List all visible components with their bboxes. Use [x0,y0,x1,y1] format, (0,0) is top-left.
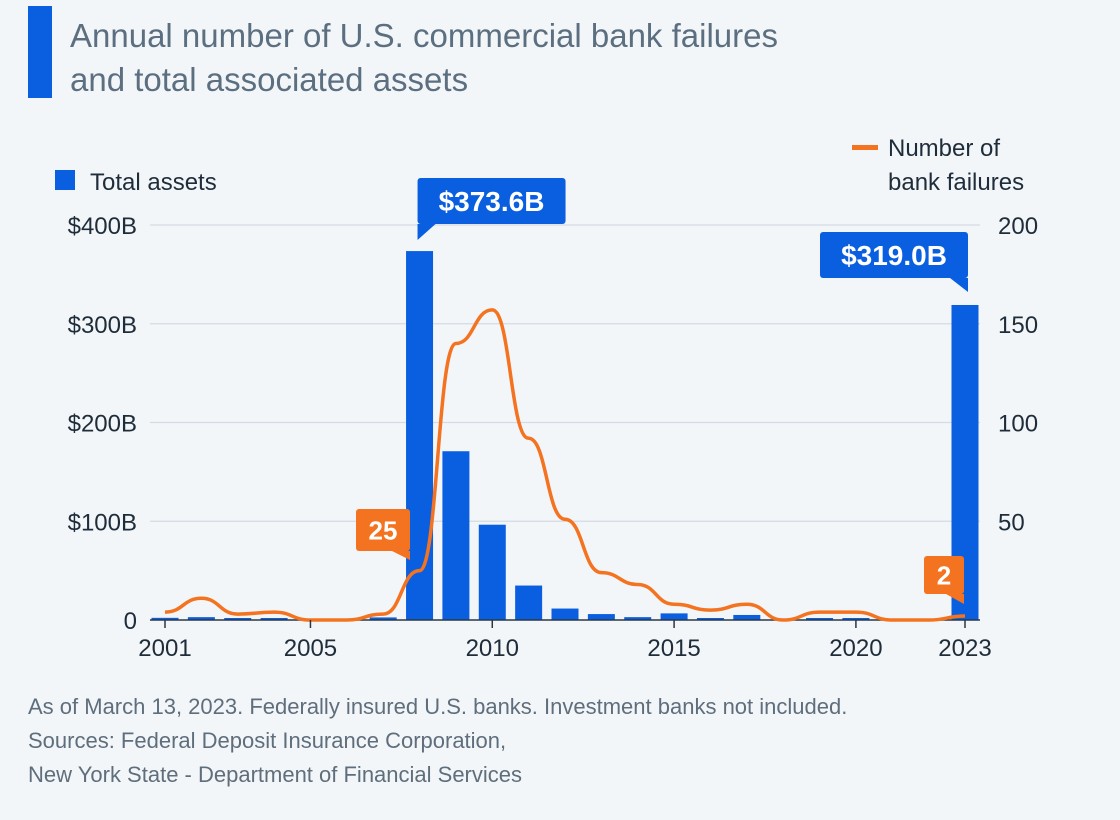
bar-total-assets [624,617,652,620]
bar-total-assets [151,617,179,620]
bar-total-assets [187,617,215,620]
right-axis-tick-label: 50 [998,509,1025,536]
footer-note: As of March 13, 2023. Federally insured … [28,694,848,719]
footer-source-2: New York State - Department of Financial… [28,762,523,787]
callout-failures-2008-pointer [392,551,410,560]
left-axis-tick-label: $300B [68,312,137,339]
bar-total-assets [406,251,434,620]
bar-total-assets [224,618,252,620]
right-axis-tick-label: 150 [998,312,1038,339]
left-axis-tick-label: $100B [68,509,137,536]
x-axis-tick-label: 2010 [466,635,519,662]
title-accent-bar [28,6,52,98]
bar-total-assets [515,585,543,620]
bar-total-assets [842,618,870,620]
callout-failures-2008-box [356,509,410,551]
callout-failures-2023-pointer [946,594,964,604]
bar-total-assets [369,617,397,620]
callout-assets-2008-pointer [417,224,436,240]
left-axis-tick-label: 0 [124,608,137,635]
legend-bank-failures-label: Number of [888,135,1000,162]
chart-footer: As of March 13, 2023. Federally insured … [28,690,1108,792]
callout-failures-2008-label: 25 [369,515,398,545]
callout-assets-2008-label: $373.6B [439,186,545,217]
bar-total-assets [551,608,579,620]
x-axis-tick-label: 2001 [138,635,191,662]
callout-failures-2023-box [924,556,964,594]
bar-total-assets [696,618,724,620]
callout-failures-2023-label: 2 [937,560,951,590]
callout-assets-2023-label: $319.0B [841,240,947,271]
bar-total-assets [478,524,506,620]
bar-total-assets [660,613,688,620]
right-axis-tick-label: 200 [998,213,1038,240]
chart-area: 0 $100B $200B $300B $400B 50 100 150 200 2001 2005… [55,135,1038,662]
left-axis-tick-label: $200B [68,411,137,438]
bar-total-assets [733,614,761,620]
x-axis-tick-label: 2005 [284,635,337,662]
bar-total-assets [260,618,288,620]
x-axis-tick-label: 2015 [647,635,700,662]
callout-assets-2023-box [820,232,968,278]
left-axis-tick-label: $400B [68,213,137,240]
bar-total-assets [587,614,615,620]
legend-total-assets-label: Total assets [90,169,217,196]
footer-source-1: Sources: Federal Deposit Insurance Corpo… [28,728,507,753]
x-axis-tick-label: 2020 [829,635,882,662]
callout-assets-2008-box [417,178,566,224]
legend-bank-failures-swatch [852,145,878,150]
callout-assets-2023-pointer [950,278,968,292]
right-axis-tick-label: 100 [998,411,1038,438]
bar-total-assets [806,618,834,620]
line-bank-failures [164,308,966,622]
x-axis-tick-label: 2023 [938,635,991,662]
legend-total-assets-swatch [55,170,75,190]
bar-total-assets [442,451,470,620]
legend-bank-failures-label: bank failures [888,169,1024,196]
chart-title: Annual number of U.S. commercial bank fa… [70,17,778,98]
